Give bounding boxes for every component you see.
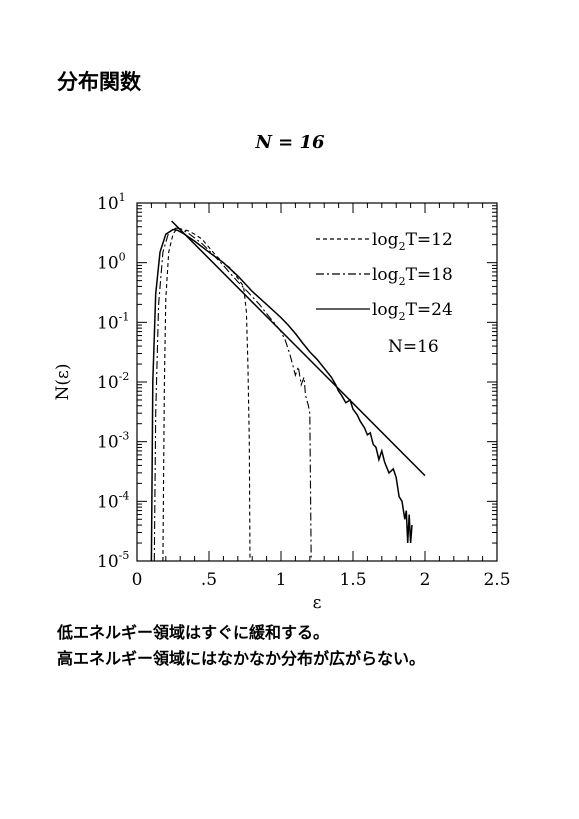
x-tick-label: 0 (132, 570, 143, 590)
y-axis-label: N(ε) (53, 364, 73, 401)
legend-label: log2T=12 (372, 230, 453, 253)
x-tick-label: .5 (201, 570, 217, 590)
x-tick-label: 1 (276, 570, 287, 590)
tick-labels: 0 .5 1 1.5 2 2.5 101 100 10-1 10-2 10-3 10-4 10-5 (97, 191, 511, 590)
series-line-log2t18 (153, 227, 312, 562)
series-layer (150, 220, 426, 562)
x-tick-label: 1.5 (339, 570, 366, 590)
page-heading: 分布関数 (57, 70, 141, 94)
legend-label: log2T=24 (372, 300, 453, 323)
series-line-fit (171, 220, 426, 477)
plot-frame (136, 202, 498, 562)
series-line-log2t12 (162, 227, 251, 562)
y-tick-label: 101 (97, 191, 126, 214)
y-tick-label: 10-1 (97, 310, 129, 333)
plot-border (136, 202, 498, 562)
y-tick-label: 10-5 (97, 549, 129, 572)
x-tick-label: 2.5 (483, 570, 510, 590)
legend-note: N=16 (388, 337, 439, 357)
y-tick-label: 10-4 (97, 489, 129, 512)
chart-title: N = 16 (254, 132, 325, 153)
note-high-energy: 高エネルギー領域にはなかなか分布が広がらない。 (57, 649, 426, 668)
y-tick-label: 10-2 (97, 370, 129, 393)
x-tick-label: 2 (420, 570, 431, 590)
y-tick-label: 10-3 (97, 430, 129, 453)
legend-label: log2T=18 (372, 265, 453, 288)
axis-ticks (136, 202, 498, 562)
series-line-log2t24 (150, 228, 413, 562)
note-low-energy: 低エネルギー領域はすぐに緩和する。 (57, 623, 330, 642)
legend: log2T=12 log2T=18 log2T=24 N=16 (316, 230, 453, 357)
x-axis-label: ε (313, 593, 322, 613)
y-tick-label: 100 (97, 251, 126, 274)
